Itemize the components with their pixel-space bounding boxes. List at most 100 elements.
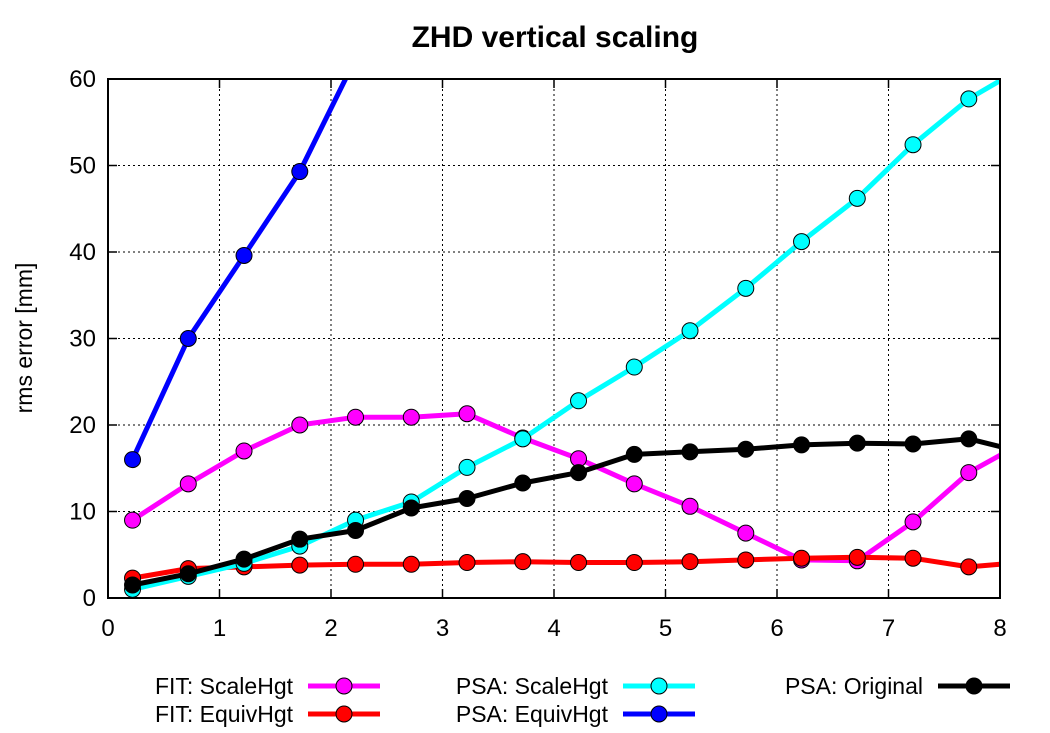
- data-point-psa-equivhgt: [179, 330, 197, 347]
- series-layer: [124, 79, 1000, 598]
- data-point-psa-scalehgt: [681, 322, 699, 340]
- grid: [108, 79, 1000, 598]
- data-point-psa-scalehgt: [960, 90, 978, 108]
- y-tick-label: 0: [83, 585, 96, 612]
- data-point-fit-scalehgt: [347, 408, 365, 426]
- data-point-psa-original: [570, 464, 588, 482]
- data-point-fit-scalehgt: [904, 513, 922, 531]
- legend-item-psa-scalehgt: PSA: ScaleHgt: [456, 673, 695, 699]
- legend-swatch-marker: [965, 677, 983, 695]
- series-psa-equivhgt: [124, 79, 348, 469]
- y-tick-label: 10: [69, 499, 96, 526]
- data-point-psa-equivhgt: [124, 451, 142, 469]
- data-point-psa-original: [402, 499, 420, 517]
- data-point-psa-original: [848, 434, 866, 452]
- data-point-fit-scalehgt: [402, 408, 420, 426]
- data-point-fit-scalehgt: [681, 497, 699, 515]
- data-point-psa-original: [514, 474, 532, 492]
- legend-swatch-marker: [650, 705, 668, 723]
- data-point-psa-original: [124, 576, 142, 594]
- data-point-psa-equivhgt: [235, 246, 253, 264]
- y-tick-label: 50: [69, 153, 96, 180]
- data-point-psa-original: [793, 436, 811, 454]
- data-point-fit-scalehgt: [235, 442, 253, 460]
- series-psa-original: [124, 430, 1000, 594]
- series-line-psa-equivhgt: [130, 79, 348, 463]
- data-point-psa-original: [960, 430, 978, 448]
- y-tick-label: 60: [69, 66, 96, 93]
- data-point-fit-equivhgt: [402, 555, 420, 573]
- data-point-fit-scalehgt: [124, 511, 142, 529]
- legend-item-fit-equivhgt: FIT: EquivHgt: [155, 701, 380, 727]
- chart-title: ZHD vertical scaling: [412, 21, 699, 54]
- x-tick-label: 1: [213, 615, 226, 642]
- data-point-fit-equivhgt: [458, 554, 476, 572]
- data-point-psa-original: [291, 530, 309, 548]
- data-point-psa-scalehgt: [737, 279, 755, 297]
- legend-swatch-marker: [335, 677, 353, 695]
- data-point-fit-equivhgt: [960, 558, 978, 576]
- x-tick-label: 7: [882, 615, 895, 642]
- legend-item-psa-equivhgt: PSA: EquivHgt: [456, 701, 695, 727]
- x-tick-label: 4: [547, 615, 560, 642]
- legend-label: PSA: EquivHgt: [456, 701, 609, 727]
- legend-swatch-marker: [335, 705, 353, 723]
- data-point-fit-equivhgt: [737, 551, 755, 569]
- data-point-psa-original: [235, 550, 253, 568]
- data-point-psa-scalehgt: [904, 136, 922, 154]
- series-fit-scalehgt: [124, 405, 1000, 570]
- data-point-fit-equivhgt: [347, 555, 365, 573]
- data-point-fit-scalehgt: [179, 475, 197, 493]
- data-point-psa-scalehgt: [848, 189, 866, 207]
- data-point-psa-scalehgt: [570, 392, 588, 410]
- y-tick-label: 20: [69, 412, 96, 439]
- data-point-fit-scalehgt: [458, 405, 476, 423]
- data-point-psa-original: [179, 565, 197, 583]
- data-point-fit-equivhgt: [291, 556, 309, 574]
- data-point-psa-scalehgt: [514, 430, 532, 448]
- data-point-fit-equivhgt: [570, 554, 588, 572]
- data-point-fit-equivhgt: [625, 554, 643, 572]
- data-point-fit-scalehgt: [625, 475, 643, 493]
- legend-label: PSA: Original: [785, 673, 923, 699]
- legend-label: FIT: EquivHgt: [155, 701, 294, 727]
- x-tick-label: 2: [324, 615, 337, 642]
- x-tick-label: 6: [770, 615, 783, 642]
- data-point-psa-scalehgt: [458, 458, 476, 476]
- data-point-fit-equivhgt: [793, 549, 811, 567]
- data-point-psa-original: [681, 443, 699, 461]
- x-tick-label: 8: [993, 615, 1006, 642]
- data-point-fit-equivhgt: [904, 549, 922, 567]
- legend-item-fit-scalehgt: FIT: ScaleHgt: [155, 673, 380, 699]
- data-point-psa-scalehgt: [793, 233, 811, 251]
- series-psa-scalehgt: [124, 79, 1000, 598]
- legend-swatch-marker: [650, 677, 668, 695]
- data-point-psa-original: [904, 435, 922, 453]
- data-point-fit-scalehgt: [291, 416, 309, 434]
- x-tick-label: 0: [101, 615, 114, 642]
- y-axis-label: rms error [mm]: [11, 263, 37, 414]
- x-tick-label: 3: [436, 615, 449, 642]
- axis-ticks: 0 1 2 3 4 5 6 7 8 0 10 20 30 40 50 60: [69, 66, 1006, 642]
- legend-item-psa-original: PSA: Original: [785, 673, 1010, 699]
- x-tick-label: 5: [659, 615, 672, 642]
- data-point-fit-equivhgt: [848, 548, 866, 566]
- data-point-psa-original: [737, 440, 755, 458]
- data-point-psa-scalehgt: [625, 358, 643, 376]
- data-point-fit-scalehgt: [960, 464, 978, 482]
- data-point-psa-equivhgt: [291, 163, 309, 181]
- series-line-fit-scalehgt: [130, 411, 1000, 564]
- data-point-psa-original: [347, 522, 365, 540]
- data-point-fit-equivhgt: [514, 553, 532, 571]
- series-line-fit-equivhgt: [130, 554, 1000, 581]
- data-point-fit-scalehgt: [737, 524, 755, 542]
- y-tick-label: 40: [69, 239, 96, 266]
- legend-label: FIT: ScaleHgt: [155, 673, 294, 699]
- data-point-psa-original: [625, 445, 643, 463]
- series-line-psa-scalehgt: [130, 79, 1000, 592]
- data-point-psa-original: [458, 490, 476, 508]
- y-tick-label: 30: [69, 326, 96, 353]
- legend-label: PSA: ScaleHgt: [456, 673, 609, 699]
